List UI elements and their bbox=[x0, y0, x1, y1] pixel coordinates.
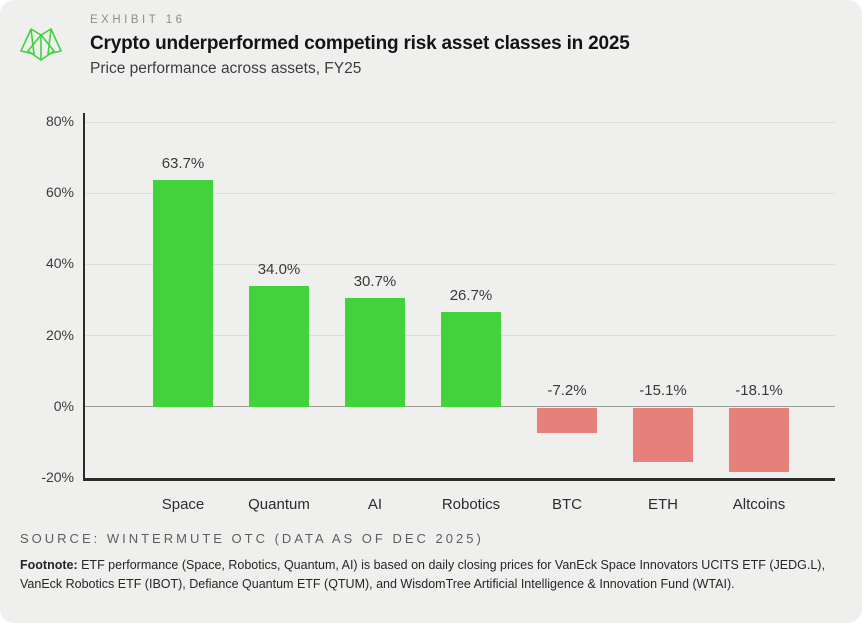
x-axis-category-label: Space bbox=[161, 496, 205, 513]
bar-value-label: 34.0% bbox=[257, 260, 301, 278]
bar-robotics bbox=[441, 311, 501, 407]
y-axis-tick-label: 80% bbox=[45, 113, 74, 129]
bar-value-label: 26.7% bbox=[449, 286, 493, 304]
footnote: Footnote: ETF performance (Space, Roboti… bbox=[20, 556, 840, 594]
x-axis-category-label: ETH bbox=[648, 496, 678, 513]
bar-value-label: 63.7% bbox=[161, 155, 205, 173]
x-axis-category-label: Quantum bbox=[248, 496, 310, 513]
bar-value-label: 30.7% bbox=[353, 272, 397, 290]
gridline bbox=[84, 192, 835, 194]
y-axis-tick-label: 0% bbox=[53, 397, 74, 414]
bar-value-label: -18.1% bbox=[735, 381, 783, 399]
bar-altcoins bbox=[729, 407, 789, 473]
page-title: Crypto underperformed competing risk ass… bbox=[90, 33, 630, 54]
source-line: SOURCE: WINTERMUTE OTC (DATA AS OF DEC 2… bbox=[20, 531, 484, 546]
gridline bbox=[84, 121, 835, 123]
y-axis-tick-label: 20% bbox=[45, 326, 74, 343]
gridline bbox=[84, 263, 835, 265]
bar-chart: 80% 60% 40% 20% 0% -20% 63.7% Space 34.0% Quantum… bbox=[0, 105, 862, 530]
page-subtitle: Price performance across assets, FY25 bbox=[90, 60, 362, 77]
zero-gridline bbox=[84, 406, 835, 408]
x-axis-category-label: Robotics bbox=[441, 496, 501, 513]
x-axis-category-label: BTC bbox=[552, 496, 582, 513]
y-axis-tick-label: 40% bbox=[45, 255, 74, 272]
header: EXHIBIT 16 Crypto underperformed competi… bbox=[90, 14, 630, 78]
x-axis-line bbox=[83, 478, 835, 481]
footnote-label: Footnote: bbox=[20, 558, 78, 572]
bar-space bbox=[153, 180, 213, 407]
bar-value-label: -15.1% bbox=[639, 381, 687, 399]
bar-ai bbox=[345, 297, 405, 407]
x-axis-category-label: Altcoins bbox=[732, 496, 786, 513]
exhibit-label: EXHIBIT 16 bbox=[90, 14, 186, 26]
bar-eth bbox=[633, 407, 693, 462]
footnote-text: ETF performance (Space, Robotics, Quantu… bbox=[20, 558, 825, 591]
y-axis-tick-label: -20% bbox=[41, 469, 74, 485]
bar-value-label: -7.2% bbox=[547, 381, 587, 399]
bar-quantum bbox=[249, 285, 309, 407]
x-axis-category-label: AI bbox=[367, 496, 383, 513]
y-axis-line bbox=[83, 113, 85, 481]
bar-btc bbox=[537, 407, 597, 434]
y-axis-tick-label: 60% bbox=[45, 184, 74, 201]
wintermute-logo-icon bbox=[20, 28, 62, 61]
